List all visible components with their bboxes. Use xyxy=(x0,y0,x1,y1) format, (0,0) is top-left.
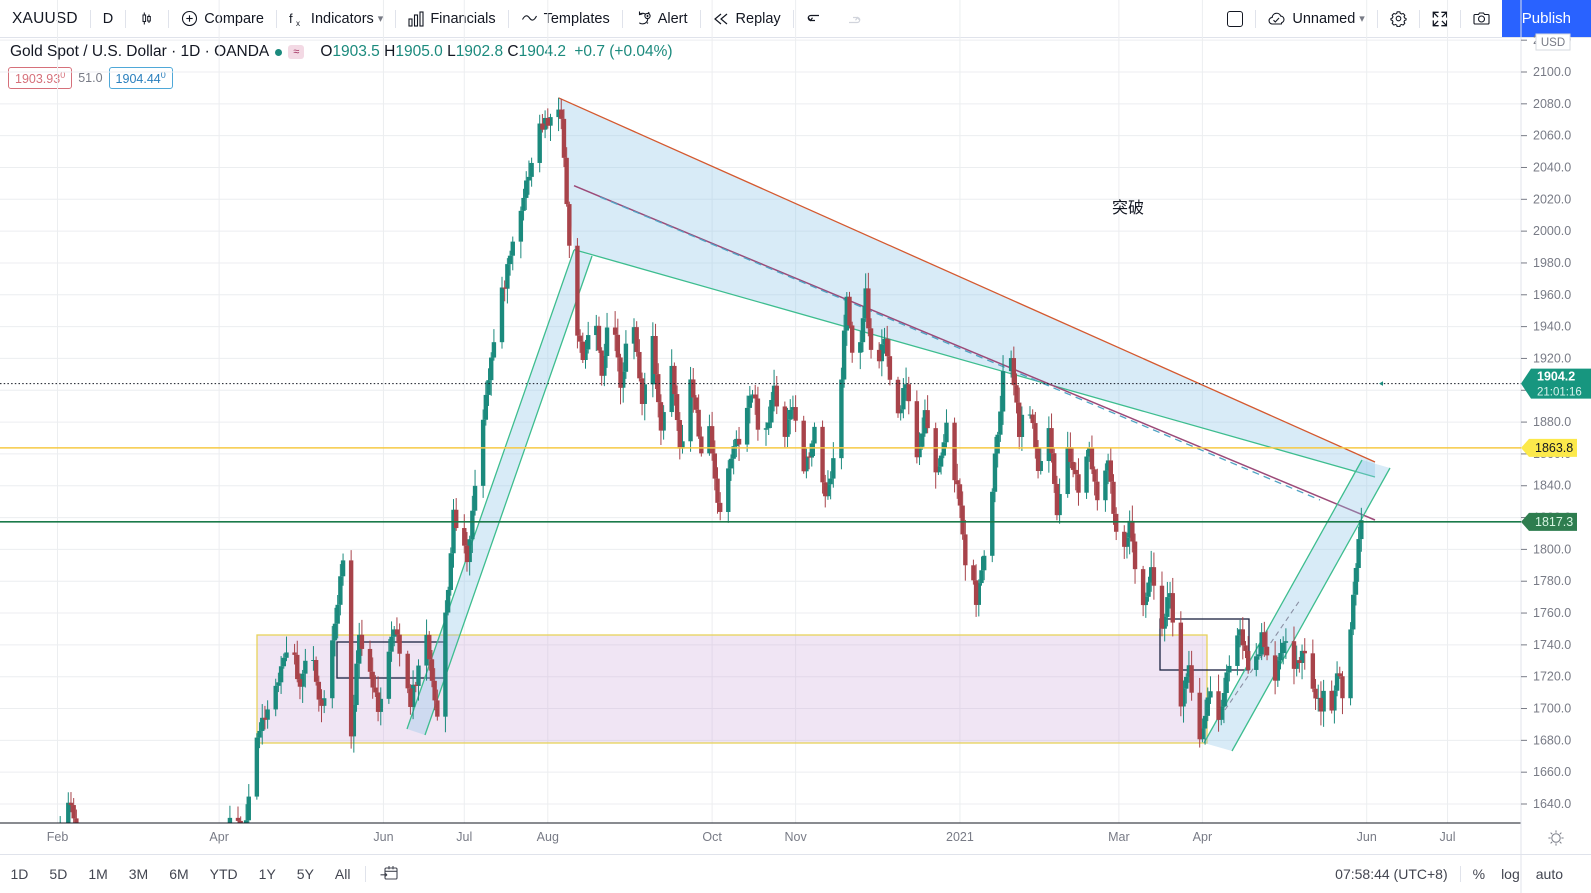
svg-text:1640.0: 1640.0 xyxy=(1533,797,1571,811)
svg-text:1680.0: 1680.0 xyxy=(1533,733,1571,747)
svg-text:2000.0: 2000.0 xyxy=(1533,224,1571,238)
svg-text:1863.8: 1863.8 xyxy=(1535,441,1573,455)
svg-text:Jul: Jul xyxy=(456,830,472,844)
svg-text:2060.0: 2060.0 xyxy=(1533,129,1571,143)
svg-text:Aug: Aug xyxy=(537,830,559,844)
svg-text:2100.0: 2100.0 xyxy=(1533,65,1571,79)
svg-text:1817.3: 1817.3 xyxy=(1535,515,1573,529)
svg-text:2020.0: 2020.0 xyxy=(1533,192,1571,206)
svg-text:2080.0: 2080.0 xyxy=(1533,97,1571,111)
svg-text:1960.0: 1960.0 xyxy=(1533,288,1571,302)
svg-text:Feb: Feb xyxy=(47,830,69,844)
svg-text:Jul: Jul xyxy=(1440,830,1456,844)
svg-text:1940.0: 1940.0 xyxy=(1533,320,1571,334)
svg-text:Oct: Oct xyxy=(702,830,722,844)
svg-text:突破: 突破 xyxy=(1112,199,1144,217)
svg-text:1800.0: 1800.0 xyxy=(1533,542,1571,556)
svg-text:1904.2: 1904.2 xyxy=(1537,370,1575,384)
svg-text:Apr: Apr xyxy=(209,830,228,844)
svg-text:2040.0: 2040.0 xyxy=(1533,160,1571,174)
svg-text:21:01:16: 21:01:16 xyxy=(1537,387,1582,399)
svg-text:1740.0: 1740.0 xyxy=(1533,638,1571,652)
svg-text:2021: 2021 xyxy=(946,830,974,844)
svg-text:1780.0: 1780.0 xyxy=(1533,574,1571,588)
svg-text:1920.0: 1920.0 xyxy=(1533,351,1571,365)
svg-text:1720.0: 1720.0 xyxy=(1533,670,1571,684)
svg-text:USD: USD xyxy=(1541,37,1565,49)
svg-text:Apr: Apr xyxy=(1193,830,1212,844)
svg-text:1880.0: 1880.0 xyxy=(1533,415,1571,429)
svg-text:Jun: Jun xyxy=(373,830,393,844)
svg-text:Nov: Nov xyxy=(785,830,808,844)
svg-text:1700.0: 1700.0 xyxy=(1533,702,1571,716)
svg-text:1760.0: 1760.0 xyxy=(1533,606,1571,620)
svg-text:1840.0: 1840.0 xyxy=(1533,479,1571,493)
svg-text:1660.0: 1660.0 xyxy=(1533,765,1571,779)
svg-text:Jun: Jun xyxy=(1357,830,1377,844)
svg-text:Mar: Mar xyxy=(1108,830,1130,844)
svg-text:1980.0: 1980.0 xyxy=(1533,256,1571,270)
